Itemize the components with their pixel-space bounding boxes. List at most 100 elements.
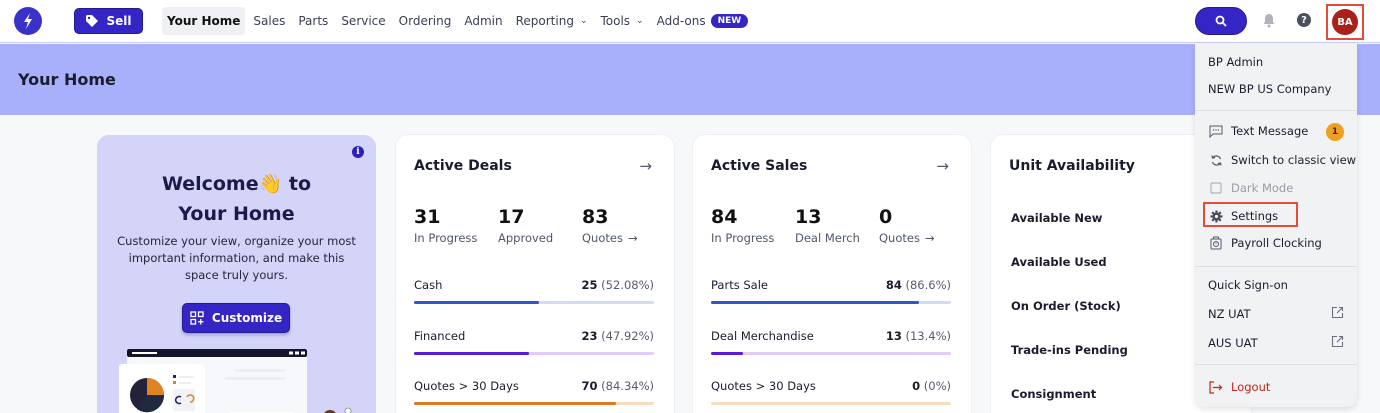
progress-bar bbox=[711, 402, 951, 405]
welcome-title: Welcome👋 to Your Home bbox=[97, 169, 376, 229]
card-title: Active Deals bbox=[414, 158, 512, 174]
progress-row-financed[interactable]: Financed 23 (47.92%) bbox=[414, 329, 654, 355]
bar-value: 0 (0%) bbox=[912, 379, 951, 393]
nav-label: Sales bbox=[253, 14, 286, 28]
stat-deal-merch[interactable]: 13 Deal Merch bbox=[795, 205, 879, 245]
welcome-description: Customize your view, organize your most … bbox=[117, 234, 356, 282]
unit-row-available-used[interactable]: Available Used bbox=[1011, 255, 1107, 269]
search-button[interactable] bbox=[1195, 7, 1247, 35]
quick-signon-heading: Quick Sign-on bbox=[1208, 278, 1288, 292]
arrow-right-icon[interactable]: → bbox=[936, 157, 949, 175]
chat-icon bbox=[1208, 125, 1224, 138]
tag-icon bbox=[86, 15, 99, 27]
divider bbox=[1195, 266, 1357, 267]
customize-label: Customize bbox=[211, 311, 283, 325]
bell-icon bbox=[1263, 14, 1275, 28]
menu-aus-uat[interactable]: AUS UAT bbox=[1208, 336, 1258, 350]
company-name[interactable]: NEW BP US Company bbox=[1208, 82, 1332, 96]
nav-tools[interactable]: Tools ⌄ bbox=[595, 7, 648, 35]
sell-button[interactable]: Sell bbox=[74, 8, 143, 34]
stat-value: 13 bbox=[795, 206, 822, 228]
bar-percent: (84.34%) bbox=[601, 379, 654, 393]
progress-bar bbox=[711, 301, 951, 304]
unit-row-trade-ins[interactable]: Trade-ins Pending bbox=[1011, 343, 1128, 357]
sell-label: Sell bbox=[106, 14, 132, 28]
arrow-right-icon: → bbox=[627, 231, 638, 245]
stat-in-progress[interactable]: 84 In Progress bbox=[711, 205, 795, 245]
bar-label: Financed bbox=[414, 329, 466, 343]
stat-approved[interactable]: 17 Approved bbox=[498, 205, 582, 245]
unit-row-available-new[interactable]: Available New bbox=[1011, 211, 1103, 225]
external-link-icon[interactable] bbox=[1331, 306, 1344, 322]
stat-value: 84 bbox=[711, 206, 738, 228]
progress-fill bbox=[711, 352, 744, 355]
stat-value: 83 bbox=[582, 206, 609, 228]
bolt-logo[interactable] bbox=[14, 7, 42, 35]
info-icon[interactable]: i bbox=[352, 146, 364, 158]
arrow-right-icon[interactable]: → bbox=[639, 157, 652, 175]
menu-switch-classic-view[interactable]: Switch to classic view bbox=[1208, 153, 1356, 167]
progress-bar bbox=[414, 402, 654, 405]
waving-hand-icon: 👋 bbox=[258, 173, 283, 195]
logout-button[interactable]: Logout bbox=[1208, 380, 1270, 394]
progress-row-quotes-30[interactable]: Quotes > 30 Days 70 (84.34%) bbox=[414, 379, 654, 405]
menu-dark-mode[interactable]: Dark Mode bbox=[1208, 181, 1293, 195]
nav-label: Reporting bbox=[515, 14, 574, 28]
progress-row-parts-sale[interactable]: Parts Sale 84 (86.6%) bbox=[711, 278, 951, 304]
user-avatar-button[interactable]: BA bbox=[1326, 4, 1364, 40]
stats-row: 84 In Progress 13 Deal Merch 0 Quotes → bbox=[711, 205, 963, 245]
page-header: Your Home bbox=[0, 44, 1380, 115]
stat-in-progress[interactable]: 31 In Progress bbox=[414, 205, 498, 245]
bar-percent: (13.4%) bbox=[905, 329, 951, 343]
nav-reporting[interactable]: Reporting ⌄ bbox=[511, 7, 593, 35]
notifications-button[interactable] bbox=[1262, 13, 1276, 31]
checkbox-icon[interactable] bbox=[1208, 182, 1224, 194]
unit-row-consignment[interactable]: Consignment bbox=[1011, 387, 1097, 401]
user-menu-dropdown: BP Admin NEW BP US Company Text Message … bbox=[1195, 43, 1357, 407]
menu-label: Logout bbox=[1231, 380, 1271, 394]
bar-value: 23 (47.92%) bbox=[582, 329, 655, 343]
stat-quotes[interactable]: 83 Quotes → bbox=[582, 205, 666, 245]
nav-admin[interactable]: Admin bbox=[459, 7, 507, 35]
menu-text-message[interactable]: Text Message bbox=[1208, 124, 1308, 138]
progress-fill bbox=[711, 301, 919, 304]
nav-parts[interactable]: Parts bbox=[293, 7, 333, 35]
settings-highlight bbox=[1203, 202, 1298, 227]
stat-quotes[interactable]: 0 Quotes → bbox=[879, 205, 963, 245]
active-sales-card: Active Sales → 84 In Progress 13 Deal Merc… bbox=[693, 135, 971, 413]
nav-service[interactable]: Service bbox=[336, 7, 390, 35]
customize-button[interactable]: Customize bbox=[182, 303, 290, 333]
nav-sales[interactable]: Sales bbox=[248, 7, 290, 35]
stat-label: Deal Merch bbox=[795, 231, 860, 245]
menu-payroll-clocking[interactable]: Payroll Clocking bbox=[1208, 236, 1322, 250]
chevron-down-icon: ⌄ bbox=[636, 16, 644, 26]
progress-row-quotes-30[interactable]: Quotes > 30 Days 0 (0%) bbox=[711, 379, 951, 405]
search-icon bbox=[1215, 15, 1227, 27]
stat-value: 31 bbox=[414, 206, 441, 228]
progress-bar bbox=[414, 352, 654, 355]
chevron-down-icon: ⌄ bbox=[579, 16, 588, 26]
menu-nz-uat[interactable]: NZ UAT bbox=[1208, 307, 1251, 321]
stat-label-text: Quotes bbox=[879, 231, 920, 245]
nav-label: Add-ons bbox=[656, 14, 706, 28]
progress-row-deal-merchandise[interactable]: Deal Merchandise 13 (13.4%) bbox=[711, 329, 951, 355]
nav-add-ons[interactable]: Add-ons NEW bbox=[652, 7, 754, 35]
nav-ordering[interactable]: Ordering bbox=[394, 7, 457, 35]
help-icon[interactable]: ? bbox=[1297, 13, 1311, 27]
stat-value: 0 bbox=[879, 206, 893, 228]
bar-label: Deal Merchandise bbox=[711, 329, 814, 343]
stat-label: In Progress bbox=[414, 231, 478, 245]
bar-value: 13 (13.4%) bbox=[886, 329, 951, 343]
new-badge: NEW bbox=[710, 14, 749, 28]
menu-label: Payroll Clocking bbox=[1231, 236, 1322, 250]
unit-row-on-order[interactable]: On Order (Stock) bbox=[1011, 299, 1121, 313]
page-title: Your Home bbox=[18, 70, 116, 89]
welcome-title-text: to bbox=[282, 173, 312, 195]
progress-row-cash[interactable]: Cash 25 (52.08%) bbox=[414, 278, 654, 304]
bar-label: Quotes > 30 Days bbox=[414, 379, 519, 393]
nav-your-home[interactable]: Your Home bbox=[162, 7, 246, 35]
menu-label: NZ UAT bbox=[1208, 307, 1251, 321]
external-link-icon[interactable] bbox=[1331, 335, 1344, 351]
bar-percent: (86.6%) bbox=[905, 278, 951, 292]
menu-settings[interactable]: Settings bbox=[1208, 209, 1278, 223]
